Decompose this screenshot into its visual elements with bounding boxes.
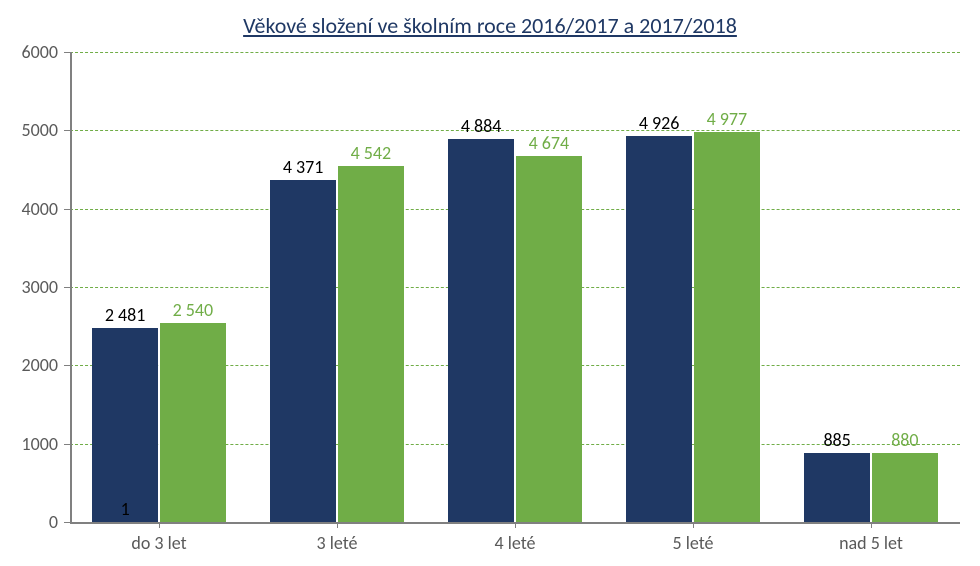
x-tick-label: 4 leté xyxy=(495,532,536,554)
bar-value-label: 4 674 xyxy=(529,132,570,154)
bar xyxy=(92,328,158,522)
bar-value-label: 885 xyxy=(823,429,850,451)
x-tick-mark xyxy=(515,522,516,528)
bar xyxy=(160,323,226,522)
y-tick-label: 1000 xyxy=(22,433,59,455)
bar-value-label: 4 884 xyxy=(461,115,502,137)
extra-label: 1 xyxy=(121,498,130,520)
bar-value-label: 4 542 xyxy=(351,142,392,164)
y-tick-label: 4000 xyxy=(22,198,59,220)
bar-value-label: 880 xyxy=(891,429,918,451)
bar xyxy=(270,180,336,522)
y-tick-label: 5000 xyxy=(22,119,59,141)
bar-value-label: 4 371 xyxy=(283,156,324,178)
age-composition-chart: Věkové složení ve školním roce 2016/2017… xyxy=(0,0,980,566)
grid-line xyxy=(70,130,960,131)
x-tick-mark xyxy=(871,522,872,528)
bar xyxy=(338,166,404,522)
bar-value-label: 2 540 xyxy=(173,299,214,321)
y-tick-label: 3000 xyxy=(22,276,59,298)
x-tick-mark xyxy=(693,522,694,528)
chart-title: Věkové složení ve školním roce 2016/2017… xyxy=(0,12,980,39)
y-tick-label: 0 xyxy=(49,511,58,533)
y-tick-label: 6000 xyxy=(22,41,59,63)
bar xyxy=(694,132,760,522)
x-tick-mark xyxy=(337,522,338,528)
x-tick-label: 5 leté xyxy=(673,532,714,554)
grid-line xyxy=(70,287,960,288)
y-axis xyxy=(70,52,72,522)
bar xyxy=(516,156,582,522)
grid-line xyxy=(70,52,960,53)
bar xyxy=(804,453,870,522)
grid-line xyxy=(70,209,960,210)
x-tick-mark xyxy=(159,522,160,528)
bar xyxy=(448,139,514,522)
bar-value-label: 2 481 xyxy=(105,304,146,326)
x-tick-label: 3 leté xyxy=(317,532,358,554)
bar xyxy=(626,136,692,522)
plot-area: 0100020003000400050006000do 3 let2 4812 … xyxy=(70,52,960,522)
x-tick-label: do 3 let xyxy=(131,532,186,554)
bar xyxy=(872,453,938,522)
x-tick-label: nad 5 let xyxy=(839,532,903,554)
bar-value-label: 4 926 xyxy=(639,112,680,134)
bar-value-label: 4 977 xyxy=(707,108,748,130)
y-tick-label: 2000 xyxy=(22,354,59,376)
